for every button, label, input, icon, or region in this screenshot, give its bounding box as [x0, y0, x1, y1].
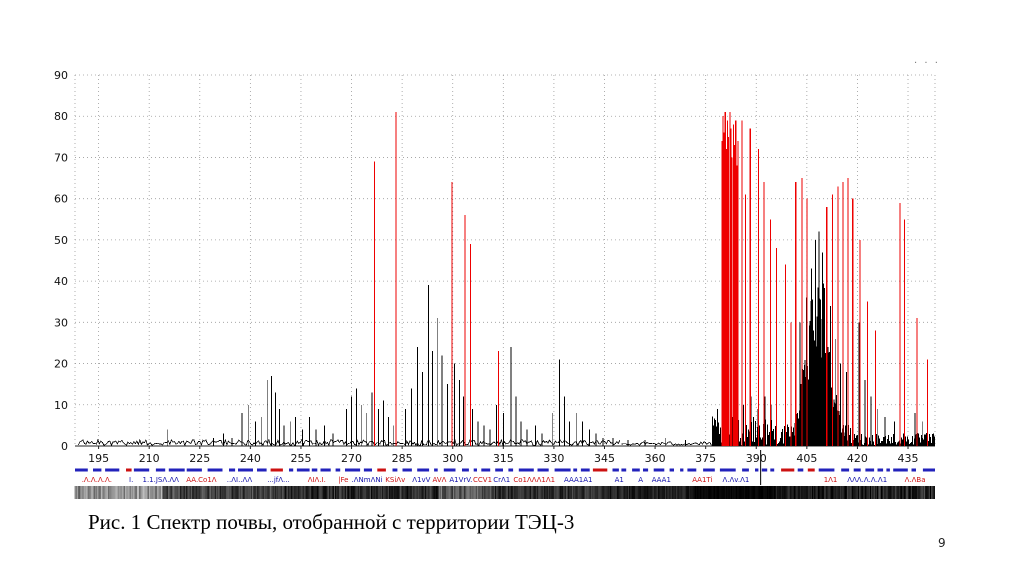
svg-text:Λ.Λv.Λ1: Λ.Λv.Λ1 [723, 476, 750, 484]
svg-text:225: 225 [189, 452, 210, 465]
svg-text:240: 240 [240, 452, 261, 465]
svg-text:50: 50 [54, 234, 68, 247]
svg-text:420: 420 [847, 452, 868, 465]
svg-text:CCV1: CCV1 [473, 476, 492, 484]
svg-text:1Λ1: 1Λ1 [824, 476, 838, 484]
svg-text:A: A [638, 476, 643, 484]
axes: 0 10 20 30 40 50 60 70 80 90 195 210 225 240 255 270 285… [54, 69, 935, 465]
svg-text:270: 270 [341, 452, 362, 465]
svg-text:80: 80 [54, 110, 68, 123]
svg-text:ΛΛΛ.Λ.Λ.Λ1: ΛΛΛ.Λ.Λ.Λ1 [847, 476, 887, 484]
svg-text:AVΛ: AVΛ [433, 476, 447, 484]
marker-rows: .Λ.Λ.Λ.Λ. I. 1.1.JSΛ.ΛΛ AA.Co1Λ ..ΛI..ΛΛ ...j… [74, 450, 935, 499]
svg-text:300: 300 [442, 452, 463, 465]
corner-marks: · · · [914, 58, 940, 69]
svg-text:255: 255 [290, 452, 311, 465]
svg-text:345: 345 [594, 452, 615, 465]
svg-text:A1VrV.: A1VrV. [449, 476, 472, 484]
svg-text:330: 330 [543, 452, 564, 465]
svg-text:|Fe: |Fe [338, 476, 348, 484]
spectrum [78, 112, 936, 447]
svg-text:60: 60 [54, 193, 68, 206]
svg-text:70: 70 [54, 151, 68, 164]
svg-text:0: 0 [61, 440, 68, 453]
svg-text:Co1ΛΛΛ1Λ1: Co1ΛΛΛ1Λ1 [513, 476, 555, 484]
svg-text:435: 435 [898, 452, 919, 465]
svg-text:390: 390 [746, 452, 767, 465]
svg-text:.ΛNmΛNi: .ΛNmΛNi [352, 476, 383, 484]
svg-text:285: 285 [392, 452, 413, 465]
svg-text:315: 315 [493, 452, 514, 465]
svg-text:A1: A1 [615, 476, 624, 484]
svg-text:1.1.JSΛ.ΛΛ: 1.1.JSΛ.ΛΛ [143, 476, 180, 484]
svg-text:AA1Ti: AA1Ti [692, 476, 712, 484]
svg-text:...jfΛ...: ...jfΛ... [267, 476, 290, 484]
svg-text:10: 10 [54, 399, 68, 412]
svg-text:ΛIΛ.I.: ΛIΛ.I. [308, 476, 326, 484]
svg-text:AAA1A1: AAA1A1 [564, 476, 592, 484]
svg-text:CrΛ1: CrΛ1 [493, 476, 510, 484]
svg-text:360: 360 [645, 452, 666, 465]
spectrum-chart: 0 10 20 30 40 50 60 70 80 90 195 210 225 240 255 270 285… [54, 69, 936, 499]
svg-text:210: 210 [139, 452, 160, 465]
svg-text:AA.Co1Λ: AA.Co1Λ [186, 476, 216, 484]
svg-text:..ΛI..ΛΛ: ..ΛI..ΛΛ [227, 476, 253, 484]
svg-text:30: 30 [54, 316, 68, 329]
svg-text:Λ1vV: Λ1vV [412, 476, 430, 484]
svg-text:195: 195 [88, 452, 109, 465]
svg-text:20: 20 [54, 358, 68, 371]
svg-text:40: 40 [54, 275, 68, 288]
svg-text:KSiΛv: KSiΛv [385, 476, 405, 484]
svg-text:I.: I. [129, 476, 133, 484]
svg-text:90: 90 [54, 69, 68, 82]
figure-caption: Рис. 1 Спектр почвы, отобранной с террит… [88, 510, 575, 534]
svg-text:Λ.ΛBa: Λ.ΛBa [905, 476, 926, 484]
svg-text:AAA1: AAA1 [652, 476, 671, 484]
svg-text:.Λ.Λ.Λ.Λ.: .Λ.Λ.Λ.Λ. [82, 476, 112, 484]
svg-text:375: 375 [695, 452, 716, 465]
page-number: 9 [938, 536, 946, 550]
svg-text:405: 405 [796, 452, 817, 465]
